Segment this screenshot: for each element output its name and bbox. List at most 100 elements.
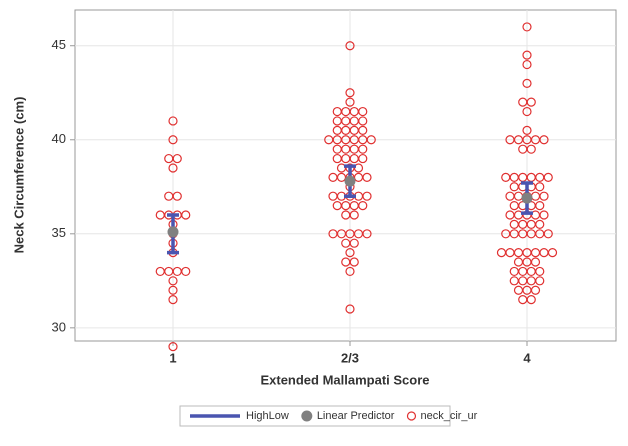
predictor-point <box>521 192 533 204</box>
data-point <box>518 172 528 182</box>
data-point <box>341 106 351 117</box>
data-point <box>543 172 553 182</box>
data-point <box>332 106 342 117</box>
data-point <box>341 200 351 211</box>
data-point <box>526 172 536 182</box>
x-axis-label: Extended Mallampati Score <box>260 372 429 387</box>
data-point <box>358 153 368 164</box>
data-point <box>358 116 368 126</box>
data-point <box>362 229 372 239</box>
data-point <box>155 266 165 277</box>
data-point <box>505 248 515 258</box>
data-point <box>341 153 351 164</box>
data-point <box>349 200 359 211</box>
data-point <box>353 163 364 173</box>
data-point <box>526 295 536 305</box>
data-point <box>496 248 507 258</box>
data-point <box>526 276 536 286</box>
plot-frame <box>74 9 617 342</box>
y-tick-label: 30 <box>52 319 66 334</box>
data-point <box>168 116 178 126</box>
data-point <box>341 125 351 135</box>
data-point <box>332 153 342 164</box>
data-point <box>509 200 519 211</box>
data-point <box>345 266 355 277</box>
data-point <box>172 191 182 201</box>
data-point <box>530 257 541 267</box>
data-point <box>509 219 519 229</box>
data-point <box>345 41 355 51</box>
data-point <box>168 295 178 305</box>
data-point <box>168 163 178 173</box>
data-point <box>168 276 178 286</box>
data-point <box>535 172 545 182</box>
data-point <box>513 191 524 201</box>
legend-swatch <box>406 411 417 421</box>
data-point <box>168 285 178 295</box>
data-point <box>518 144 528 154</box>
data-point <box>328 191 338 201</box>
x-tick-label: 1 <box>169 350 176 365</box>
data-point <box>362 172 372 182</box>
data-point <box>366 135 376 145</box>
data-point <box>349 116 359 126</box>
y-tick-label: 35 <box>52 225 66 240</box>
data-point <box>530 285 541 295</box>
data-point <box>509 172 519 182</box>
data-point <box>526 144 536 154</box>
data-point <box>181 266 191 277</box>
predictor-point <box>167 226 179 238</box>
data-point <box>535 182 545 192</box>
data-point <box>522 78 532 88</box>
legend-swatch <box>301 410 313 422</box>
data-point <box>518 219 528 229</box>
data-point <box>349 210 359 220</box>
data-point <box>518 266 528 277</box>
data-point <box>349 125 359 135</box>
data-point <box>526 219 536 229</box>
data-point <box>349 153 359 164</box>
data-point <box>349 144 359 154</box>
x-tick-label: 4 <box>523 350 531 365</box>
data-point <box>172 266 182 277</box>
data-point <box>513 248 524 258</box>
data-point <box>332 200 342 211</box>
data-point <box>530 248 541 258</box>
data-point <box>358 106 368 117</box>
data-point <box>535 276 545 286</box>
legend-label: Linear Predictor <box>317 410 395 422</box>
data-point <box>341 116 351 126</box>
data-point <box>181 210 191 220</box>
data-point <box>345 97 355 107</box>
y-tick-label: 45 <box>52 37 66 52</box>
y-axis-label: Neck Circumference (cm) <box>11 97 26 254</box>
data-point <box>539 135 549 145</box>
data-point <box>341 257 351 267</box>
data-point <box>358 144 368 154</box>
data-point <box>341 238 351 248</box>
data-point <box>164 266 174 277</box>
data-point <box>349 238 359 248</box>
data-point <box>509 266 519 277</box>
data-point <box>518 295 528 305</box>
data-point <box>332 144 342 154</box>
data-point <box>362 191 372 201</box>
data-point <box>522 22 532 32</box>
data-point <box>535 266 545 277</box>
legend-label: neck_cir_ur <box>420 410 477 422</box>
data-point <box>513 257 524 267</box>
data-point <box>164 153 174 164</box>
data-point <box>539 210 549 220</box>
data-point <box>328 172 338 182</box>
data-point <box>509 182 519 192</box>
data-point <box>353 172 364 182</box>
predictor-point <box>344 175 356 187</box>
data-point <box>547 248 558 258</box>
legend-label: HighLow <box>246 410 289 422</box>
y-tick-label: 40 <box>52 131 66 146</box>
data-point <box>172 153 182 164</box>
data-point <box>513 285 524 295</box>
data-point <box>518 97 528 107</box>
data-point <box>332 116 342 126</box>
data-point <box>526 266 536 277</box>
